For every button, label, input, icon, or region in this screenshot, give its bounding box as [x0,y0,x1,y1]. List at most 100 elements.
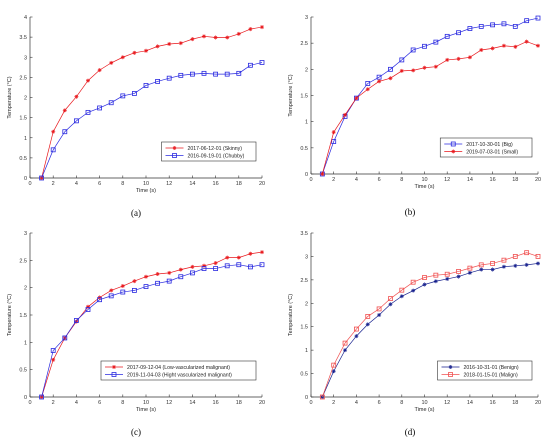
data-point [388,302,393,307]
x-tick-label: 8 [121,400,124,406]
data-point [399,287,405,293]
x-tick-label: 0 [309,177,312,183]
data-point [478,24,484,29]
data-point [236,31,241,36]
y-tick-label: 2 [305,301,308,307]
x-tick-label: 18 [512,177,518,183]
series-square-1 [39,262,265,400]
x-tick-label: 0 [28,400,31,406]
x-tick-label: 10 [421,177,427,183]
x-tick-label: 2 [52,181,55,187]
data-point [343,112,348,117]
y-tick-label: 0.5 [300,146,308,152]
data-point [225,35,230,40]
data-point [422,275,427,280]
panel-label: (c) [131,427,141,437]
y-tick-label: 3.5 [300,231,308,237]
data-point [62,129,68,135]
data-point [399,294,404,299]
data-point [331,369,336,374]
data-point [422,43,427,49]
x-tick-label: 4 [355,400,358,406]
x-tick-label: 0 [28,181,31,187]
data-point [456,30,461,36]
data-point [444,33,450,39]
data-point [74,318,79,323]
y-axis-label: Temperature (°C) [7,294,13,336]
data-point [490,267,495,272]
x-tick-label: 14 [189,181,195,187]
data-point [422,65,427,70]
x-tick-label: 8 [400,177,403,183]
data-point [331,362,337,368]
data-point [513,263,518,268]
data-point [62,108,67,113]
x-tick-label: 10 [143,400,149,406]
x-tick-label: 20 [535,400,541,406]
legend-entry-label: 2016-09-19-01 (Chubby) [188,154,245,160]
y-tick-label: 0 [24,176,27,182]
data-point [376,306,382,312]
data-point [108,100,114,106]
data-point [354,334,359,339]
data-point [224,263,230,269]
y-tick-label: 0.5 [19,368,27,374]
x-tick-label: 4 [75,400,78,406]
y-tick-label: 1 [24,136,27,142]
data-point [445,276,450,281]
legend: 2016-10-31-01 (Benign) 2018-01-15-01 (Mal… [437,360,533,381]
data-point [410,47,416,53]
legend-box [437,360,533,381]
y-tick-label: 1.5 [300,325,308,331]
x-tick-label: 6 [378,400,381,406]
data-point [377,79,382,84]
y-tick-label: 2.5 [300,41,308,47]
data-point [501,257,507,263]
data-point [131,287,137,293]
x-tick-label: 2 [332,400,335,406]
x-axis-label: Time (s) [136,407,156,413]
data-point [155,79,161,84]
data-point [213,71,219,77]
legend-swatch-marker [172,146,177,150]
data-point [524,250,530,256]
x-axis-label: Time (s) [136,188,156,194]
panel-label: (d) [405,427,416,437]
data-point [467,26,473,31]
data-point [62,335,68,341]
legend-entry-label: 2017-09-12-04 (Low-vascularized malignan… [127,365,230,371]
y-tick-label: 1 [305,348,308,354]
data-point [433,272,439,278]
chart-panel-a: 0 2 4 6 8 10 12 14 16 18 20 0 0.5 1 1.5 2 2.5 3 3.5 4 Time (… [7,15,265,218]
data-point [410,279,416,285]
data-point [388,66,393,72]
data-point [259,262,265,268]
x-tick-label: 6 [98,400,101,406]
data-point [86,78,90,83]
data-point [433,64,438,69]
data-point [456,56,461,61]
x-tick-label: 14 [189,400,195,406]
data-point [365,314,371,319]
legend: 2017-10-30-01 (Big) 2019-07-03-01 (Small) [439,137,533,158]
y-tick-label: 0.5 [19,156,27,162]
data-point [144,48,148,53]
data-point [190,264,195,269]
data-point [388,296,393,302]
data-point [74,94,79,99]
data-point [120,93,126,99]
data-point [433,279,438,284]
x-tick-label: 20 [259,181,265,187]
data-point [50,147,56,153]
data-point [536,261,540,266]
y-tick-label: 1.5 [19,116,27,122]
data-point [388,76,393,81]
data-point [39,394,44,400]
data-point [331,130,336,135]
panel-label: (a) [131,208,141,218]
y-tick-label: 2 [305,67,308,73]
data-point [247,264,253,270]
data-point [190,37,195,42]
data-point [213,266,219,271]
